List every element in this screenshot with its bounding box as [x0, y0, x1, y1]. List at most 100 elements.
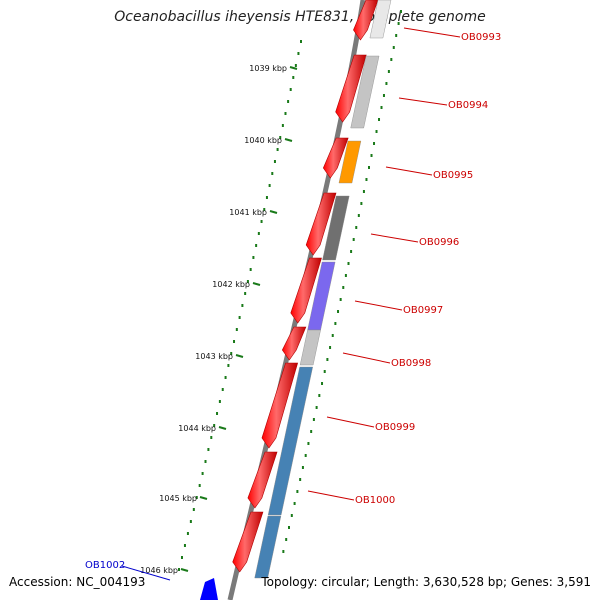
ruler-dot: [373, 142, 376, 145]
gene-labels: OB0993 OB0994 OB0995 OB0996 OB0997 OB0998 OB09…: [85, 27, 501, 581]
ruler-dot: [252, 256, 255, 259]
ruler-dot: [218, 400, 221, 403]
ruler-dot: [285, 538, 288, 541]
ruler-dot: [289, 88, 292, 91]
ruler-dots: [177, 10, 402, 571]
ruler-tick-label: 1046 kbp: [140, 566, 178, 575]
ruler-dot: [213, 424, 216, 427]
ruler-dot: [300, 40, 302, 43]
gene-label-leader: [385, 166, 433, 176]
ruler-dot: [378, 118, 381, 121]
ruler-dot: [279, 136, 282, 139]
topology-text: Topology: circular; Length: 3,630,528 bp…: [261, 575, 591, 589]
ruler-dot: [216, 412, 219, 415]
ruler-dot: [380, 106, 383, 109]
ruler-dot: [284, 112, 287, 115]
gene-label: OB0993: [461, 32, 501, 43]
ruler-dot: [342, 286, 345, 289]
ruler-dot: [296, 490, 299, 493]
gene-label-leader: [403, 27, 461, 38]
reverse-strand: [200, 0, 392, 600]
ruler-dot: [180, 556, 183, 559]
ruler-dot: [390, 58, 393, 61]
ruler-dot: [367, 166, 370, 169]
ruler-tick: [218, 426, 227, 430]
gene-label-leader: [121, 565, 171, 581]
ruler-dot: [210, 436, 213, 439]
ruler-dot: [323, 370, 326, 373]
ruler-dot: [233, 340, 236, 343]
ruler-tick: [284, 138, 293, 142]
ruler-dot: [230, 352, 233, 355]
forward-gene-arrow: [335, 54, 367, 123]
ruler-dot: [321, 382, 324, 385]
ruler-dot: [331, 334, 334, 337]
ruler-dot: [276, 148, 279, 151]
ruler-dot: [287, 100, 290, 103]
ruler-dot: [177, 568, 180, 571]
ruler-dot: [347, 262, 350, 265]
ruler-tick-label: 1039 kbp: [249, 64, 287, 73]
gene-label-leader: [342, 352, 391, 364]
ruler-dot: [235, 328, 238, 331]
gene-label: OB0999: [375, 422, 415, 433]
ruler-dot: [395, 34, 398, 37]
ruler-dot: [292, 76, 295, 79]
ruler-dot: [293, 502, 296, 505]
gene-label: OB1002: [85, 560, 125, 571]
gene-label-leader: [370, 233, 419, 243]
ruler-dot: [290, 514, 293, 517]
ruler-dot: [198, 484, 201, 487]
ruler-dot: [271, 172, 274, 175]
gene-label: OB0996: [419, 237, 459, 248]
ruler-dot: [387, 70, 390, 73]
ruler-tick: [235, 354, 244, 358]
ruler-dot: [339, 298, 342, 301]
ruler-dot: [357, 214, 360, 217]
ruler-tick-label: 1040 kbp: [244, 136, 282, 145]
ruler-dot: [294, 64, 297, 67]
forward-gene-arrow: [290, 257, 322, 324]
forward-gene-arrow: [261, 362, 299, 449]
forward-gene-arrow: [232, 511, 264, 573]
ruler-dot: [224, 376, 227, 379]
ruler-dot: [310, 430, 313, 433]
ruler-dot: [312, 418, 315, 421]
gene-label: OB0995: [433, 170, 473, 181]
ruler-tick-label: 1042 kbp: [212, 280, 250, 289]
ruler-dot: [257, 232, 260, 235]
ruler-dot: [344, 274, 347, 277]
reverse-gene-block: [299, 329, 321, 366]
forward-gene-arrow: [247, 451, 278, 509]
ruler-dot: [287, 526, 290, 529]
ruler-dot: [255, 244, 258, 247]
ruler-tick-label: 1044 kbp: [178, 424, 216, 433]
ruler-dot: [192, 508, 195, 511]
ruler-dot: [238, 316, 241, 319]
ruler-dot: [382, 94, 385, 97]
ruler-dot: [186, 532, 189, 535]
reverse-gene-block: [369, 0, 392, 39]
reverse-gene-block: [322, 195, 350, 261]
gene-label-leader: [307, 490, 355, 501]
ruler-dot: [315, 406, 318, 409]
ruler-tick-label: 1045 kbp: [159, 494, 197, 503]
map-title: Oceanobacillus iheyensis HTE831, complet…: [114, 9, 486, 25]
ruler-dot: [301, 466, 304, 469]
ruler-dot: [334, 322, 337, 325]
ruler-dot: [204, 460, 207, 463]
ruler-dot: [268, 184, 271, 187]
ruler-dot: [352, 238, 355, 241]
gene-label-leader: [354, 300, 403, 311]
ruler-tick: [269, 210, 278, 214]
ruler-dot: [326, 358, 329, 361]
ruler-dot: [189, 520, 192, 523]
ruler-dot: [299, 478, 302, 481]
ruler-dot: [183, 544, 186, 547]
ruler-dot: [265, 196, 268, 199]
ruler-dot: [360, 202, 363, 205]
ruler-dot: [400, 10, 402, 13]
ruler-dot: [307, 442, 310, 445]
ruler-tick: [199, 496, 208, 500]
ruler-tick: [289, 66, 298, 70]
